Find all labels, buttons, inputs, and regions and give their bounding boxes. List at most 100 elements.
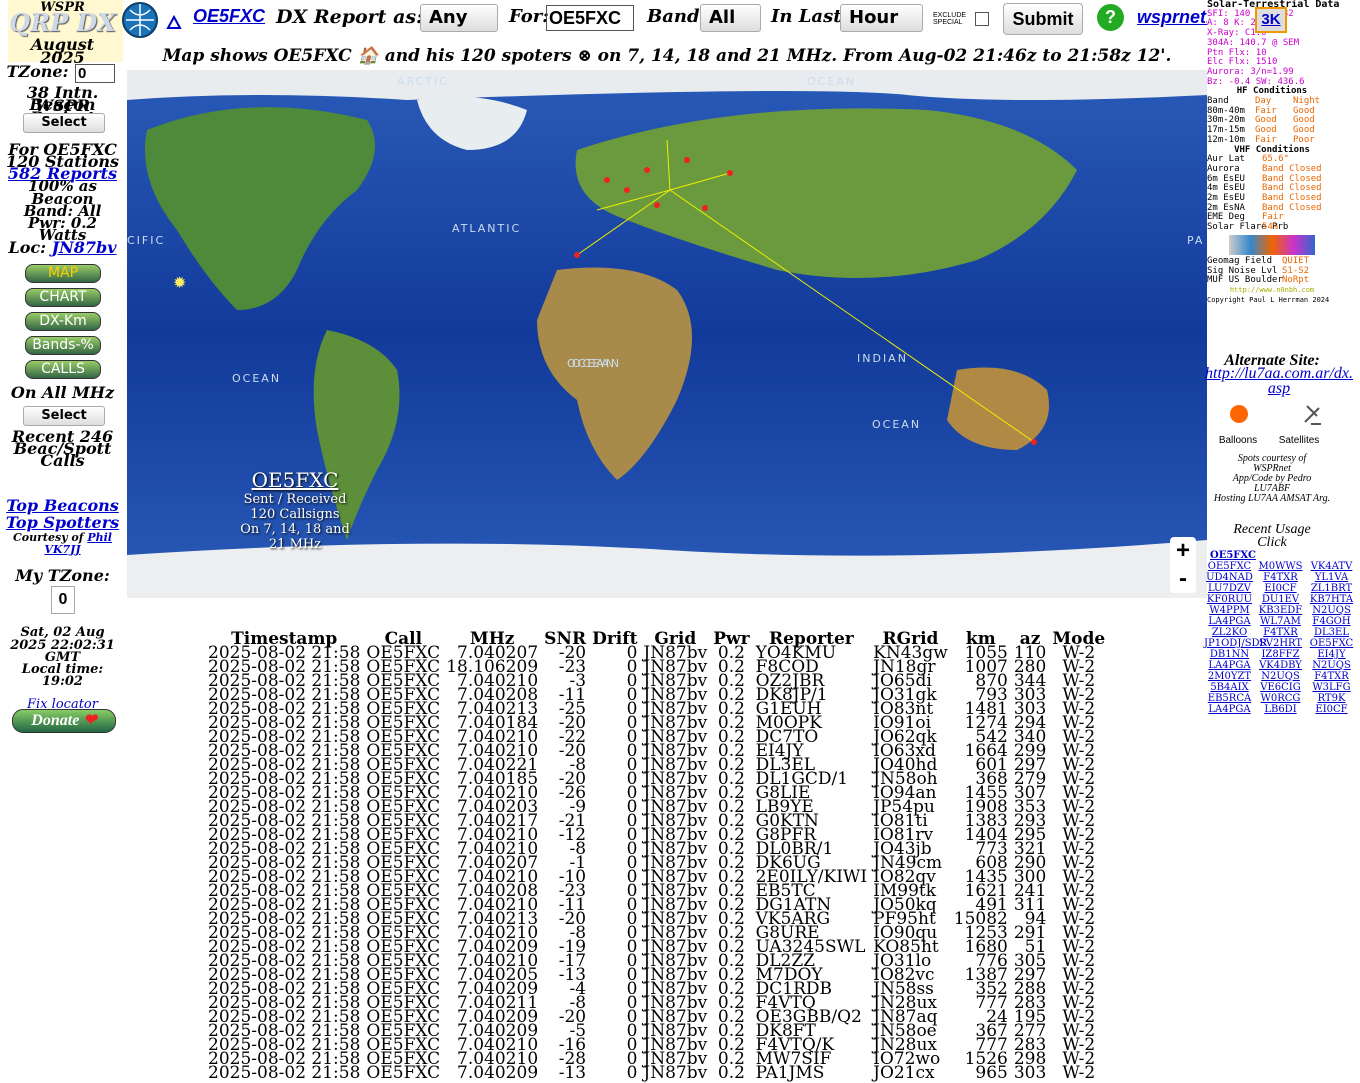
usage-call[interactable]: 2M0YZT bbox=[1207, 671, 1252, 682]
map-button[interactable]: MAP bbox=[25, 264, 101, 283]
table-cell: JO40hd bbox=[873, 755, 938, 775]
usage-call[interactable]: LU7DZV bbox=[1207, 583, 1252, 594]
column-header[interactable]: km bbox=[965, 629, 996, 649]
usage-call[interactable]: VK4DBY bbox=[1259, 660, 1302, 671]
usage-call[interactable]: DU1EV bbox=[1261, 594, 1300, 605]
loc-link[interactable]: JN87bv bbox=[51, 238, 117, 257]
table-cell: 290 bbox=[1013, 853, 1047, 873]
usage-call[interactable]: W4PPM bbox=[1209, 605, 1250, 616]
usage-call[interactable]: KB7HTA bbox=[1309, 594, 1354, 605]
table-cell: JN87bv bbox=[643, 811, 708, 831]
exclude-checkbox[interactable] bbox=[975, 12, 989, 26]
table-cell: 0 bbox=[626, 1035, 638, 1055]
call-link[interactable]: OE5FXC bbox=[193, 6, 266, 26]
usage-call[interactable]: N2UQS bbox=[1261, 671, 1300, 682]
alt-link[interactable]: http://lu7aa.com.ar/dx.asp bbox=[1205, 365, 1353, 397]
chart-button[interactable]: CHART bbox=[25, 288, 101, 307]
fix-locator[interactable]: Fix locator bbox=[27, 698, 98, 708]
column-header[interactable]: Pwr bbox=[713, 629, 750, 649]
usage-call[interactable]: W3LFG bbox=[1312, 682, 1351, 693]
usage-call[interactable]: W0RCG bbox=[1260, 693, 1301, 704]
column-header[interactable]: Reporter bbox=[768, 629, 854, 649]
badge[interactable]: 3K bbox=[1255, 7, 1287, 33]
usage-call[interactable]: RT9K bbox=[1317, 693, 1346, 704]
for-input[interactable]: OE5FXC bbox=[546, 5, 634, 31]
column-header[interactable]: Timestamp bbox=[231, 629, 338, 649]
usage-call[interactable]: ZL1BRT bbox=[1310, 583, 1353, 594]
zoom-in[interactable]: + bbox=[1175, 537, 1190, 564]
usage-call[interactable]: M0WWS bbox=[1258, 561, 1303, 572]
usage-call[interactable]: DB1NN bbox=[1209, 649, 1250, 660]
select-project[interactable]: Select bbox=[23, 113, 105, 133]
usage-call[interactable]: IZ8FFZ bbox=[1261, 649, 1300, 660]
usage-call[interactable]: F4GOH bbox=[1312, 616, 1351, 627]
usage-call[interactable]: LA4PGA bbox=[1208, 616, 1251, 627]
usage-call[interactable]: EB5RCA bbox=[1207, 693, 1252, 704]
usage-call[interactable]: OE5FXC bbox=[1309, 638, 1354, 649]
satellites[interactable]: Satellites bbox=[1278, 435, 1320, 446]
column-header[interactable]: az bbox=[1019, 629, 1041, 649]
table-cell: 0 bbox=[626, 1063, 638, 1083]
my-tzone-value[interactable]: 0 bbox=[51, 586, 75, 614]
usage-call[interactable]: YL1VA bbox=[1314, 572, 1349, 583]
usage-call[interactable]: EI4JY bbox=[1317, 649, 1346, 660]
usage-call[interactable]: F4TXR bbox=[1263, 572, 1298, 583]
usage-call[interactable]: VE6CIG bbox=[1260, 682, 1301, 693]
top-beacons[interactable]: Top Beacons bbox=[6, 496, 119, 515]
vk7jj-link[interactable]: VK7JJ bbox=[44, 543, 81, 556]
usage-call[interactable]: LA4PGA bbox=[1208, 704, 1251, 715]
usage-call[interactable]: N2UQS bbox=[1312, 660, 1351, 671]
column-header[interactable]: RGrid bbox=[882, 629, 939, 649]
top-spotters[interactable]: Top Spotters bbox=[5, 513, 120, 532]
usage-call[interactable]: JP1ODJ/SDR bbox=[1204, 638, 1268, 649]
help-button[interactable]: ? bbox=[1097, 4, 1124, 31]
band-select[interactable]: All bbox=[700, 4, 761, 32]
table-cell: OE5FXC bbox=[366, 741, 441, 761]
usage-call[interactable]: F4TXR bbox=[1314, 671, 1349, 682]
table-cell: 0.2 bbox=[717, 895, 745, 915]
usage-call[interactable]: KB3EDF bbox=[1258, 605, 1303, 616]
usage-call[interactable]: EI0CF bbox=[1315, 704, 1348, 715]
usage-head[interactable]: OE5FXC bbox=[1210, 550, 1256, 561]
table-cell: 2025-08-02 21:58 bbox=[208, 825, 361, 845]
report-select[interactable]: Any bbox=[420, 4, 498, 32]
bands-button[interactable]: Bands-% bbox=[25, 336, 101, 355]
column-header[interactable]: Drift bbox=[592, 629, 638, 649]
usage-call[interactable]: LA4PGA bbox=[1208, 660, 1251, 671]
usage-call[interactable]: EI0CF bbox=[1264, 583, 1297, 594]
usage-call[interactable]: UD4NAD bbox=[1206, 572, 1253, 583]
usage-call[interactable]: OE5FXC bbox=[1207, 561, 1252, 572]
zoom-out[interactable]: - bbox=[1179, 565, 1187, 592]
usage-call[interactable]: SV2HRT bbox=[1258, 638, 1303, 649]
tzone-input[interactable]: 0 bbox=[75, 64, 115, 83]
table-cell: OE5FXC bbox=[366, 881, 441, 901]
phil-link[interactable]: Phil bbox=[87, 531, 112, 544]
usage-call[interactable]: DL3EL bbox=[1314, 627, 1349, 638]
column-header[interactable]: MHz bbox=[469, 629, 515, 649]
usage-call[interactable]: VK4ATV bbox=[1310, 561, 1353, 572]
usage-call[interactable]: KF0RUU bbox=[1206, 594, 1253, 605]
balloons[interactable]: Balloons bbox=[1218, 435, 1258, 446]
reports-link[interactable]: 582 Reports bbox=[7, 164, 118, 183]
table-cell: JN87bv bbox=[643, 1035, 708, 1055]
table-cell: W-2 bbox=[1062, 685, 1096, 705]
usage-call[interactable]: 5B4AIX bbox=[1210, 682, 1249, 693]
calls-button[interactable]: CALLS bbox=[25, 360, 101, 379]
column-header[interactable]: Mode bbox=[1052, 629, 1106, 649]
column-header[interactable]: Call bbox=[384, 629, 423, 649]
usage-call[interactable]: LB6DI bbox=[1264, 704, 1297, 715]
column-header[interactable]: SNR bbox=[544, 629, 587, 649]
hf-row-cell: 30m-20m bbox=[1207, 115, 1245, 126]
table-cell: 0.2 bbox=[717, 909, 745, 929]
donate-button[interactable]: Donate ❤ bbox=[12, 709, 116, 733]
dxkm-button[interactable]: DX-Km bbox=[25, 312, 101, 331]
usage-call[interactable]: WL7AM bbox=[1260, 616, 1301, 627]
usage-call[interactable]: N2UQS bbox=[1312, 605, 1351, 616]
usage-call[interactable]: F4TXR bbox=[1263, 627, 1298, 638]
submit-button[interactable]: Submit bbox=[1003, 3, 1083, 35]
vhf-row: EME Deg Fair bbox=[1207, 213, 1337, 223]
column-header[interactable]: Grid bbox=[654, 629, 697, 649]
usage-call[interactable]: ZL2KO bbox=[1211, 627, 1248, 638]
select-mhz[interactable]: Select bbox=[23, 406, 105, 426]
last-select[interactable]: Hour bbox=[840, 4, 923, 32]
